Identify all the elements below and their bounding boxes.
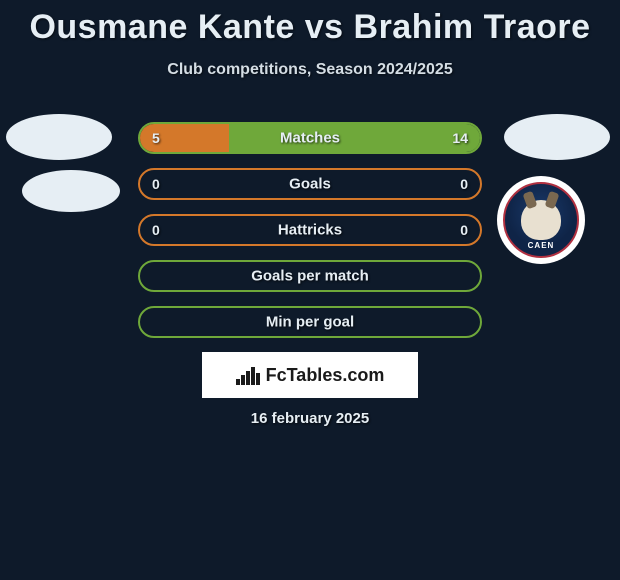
- subtitle: Club competitions, Season 2024/2025: [0, 61, 620, 79]
- date-label: 16 february 2025: [0, 410, 620, 427]
- watermark: FcTables.com: [202, 352, 418, 398]
- watermark-bar-icon-segment: [241, 375, 245, 385]
- comparison-row: Goals per match: [138, 260, 482, 292]
- comparison-fill-right: [229, 124, 480, 152]
- player-left-avatar-placeholder: [6, 114, 112, 160]
- watermark-text: FcTables.com: [266, 365, 385, 386]
- comparison-value-right: 14: [452, 130, 468, 146]
- comparison-row: 0 Goals 0: [138, 168, 482, 200]
- watermark-bar-icon-segment: [256, 373, 260, 385]
- watermark-bar-icon-segment: [246, 371, 250, 385]
- club-badge-viking-icon: [521, 200, 561, 240]
- watermark-bar-icon-segment: [251, 367, 255, 385]
- player-right-avatar-placeholder: [504, 114, 610, 160]
- comparison-row: 0 Hattricks 0: [138, 214, 482, 246]
- comparison-value-left: 0: [152, 176, 160, 192]
- comparison-label: Goals: [289, 176, 331, 193]
- comparison-row: 5 Matches 14: [138, 122, 482, 154]
- comparison-row: Min per goal: [138, 306, 482, 338]
- comparison-value-left: 0: [152, 222, 160, 238]
- comparison-label: Goals per match: [251, 268, 369, 285]
- comparison-bars: 5 Matches 14 0 Goals 0 0 Hattricks 0 Goals per ma…: [138, 122, 482, 352]
- club-badge-inner: CAEN: [503, 182, 579, 258]
- watermark-bars-icon: [236, 365, 260, 385]
- comparison-label: Matches: [280, 130, 340, 147]
- watermark-bar-icon-segment: [236, 379, 240, 385]
- player-right-club-badge: CAEN: [497, 176, 585, 264]
- comparison-label: Hattricks: [278, 222, 342, 239]
- player-left-avatar-placeholder-2: [22, 170, 120, 212]
- comparison-value-right: 0: [460, 222, 468, 238]
- comparison-value-right: 0: [460, 176, 468, 192]
- comparison-value-left: 5: [152, 130, 160, 146]
- club-badge-text: CAEN: [528, 241, 555, 250]
- comparison-label: Min per goal: [266, 314, 354, 331]
- page-title: Ousmane Kante vs Brahim Traore: [0, 0, 620, 47]
